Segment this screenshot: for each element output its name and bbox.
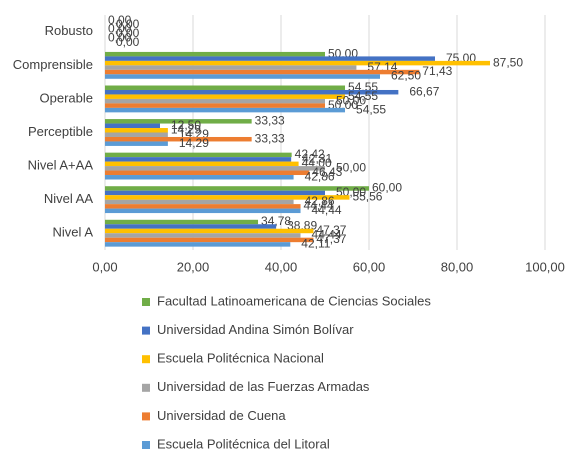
y-tick-label: Perceptible <box>28 124 93 139</box>
x-tick-label: 20,00 <box>177 259 210 274</box>
legend-label: Escuela Politécnica Nacional <box>157 351 324 366</box>
value-label: 42,11 <box>301 237 330 251</box>
bar <box>105 60 490 66</box>
x-tick-label: 0,00 <box>92 259 117 274</box>
value-label: 42,31 <box>302 152 332 166</box>
legend-swatch <box>142 383 150 392</box>
bar <box>105 94 346 99</box>
bar <box>105 208 301 214</box>
bar <box>105 85 346 90</box>
bar <box>105 89 399 95</box>
value-label: 50,00 <box>336 93 366 107</box>
value-label: 14,29 <box>171 122 201 136</box>
value-label: 71,43 <box>422 64 452 78</box>
bar <box>105 65 357 70</box>
bar <box>105 123 160 129</box>
legend-label: Facultad Latinoamericana de Ciencias Soc… <box>157 293 431 308</box>
value-label: 0,00 <box>116 35 140 49</box>
value-label: 47,37 <box>316 223 346 237</box>
legend-label: Escuela Politécnica del Litoral <box>157 436 330 451</box>
y-tick-label: Nivel A <box>53 225 94 240</box>
bar <box>105 152 292 158</box>
bar <box>105 233 301 238</box>
value-label: 42,86 <box>305 169 335 183</box>
bar <box>105 161 299 167</box>
value-label: 0,00 <box>108 31 132 45</box>
value-label: 62,50 <box>391 69 421 83</box>
bar <box>105 107 346 113</box>
x-tick-label: 60,00 <box>353 259 386 274</box>
value-label: 50,00 <box>336 160 366 174</box>
value-label: 0,00 <box>108 13 132 27</box>
bar <box>105 175 294 180</box>
x-tick-label: 100,00 <box>525 259 565 274</box>
bar <box>105 199 294 205</box>
y-tick-label: Comprensible <box>13 57 93 72</box>
value-label: 0,00 <box>116 26 140 40</box>
value-label: 60,00 <box>372 181 402 195</box>
bar <box>105 74 380 79</box>
y-tick-label: Nivel AA <box>44 191 93 206</box>
value-label: 33,33 <box>255 131 285 145</box>
legend-swatch <box>142 355 150 364</box>
legend-label: Universidad de Cuena <box>157 408 286 423</box>
value-label: 54,55 <box>356 102 386 116</box>
bar <box>105 186 369 191</box>
x-tick-label: 40,00 <box>265 259 298 274</box>
value-label: 14,29 <box>179 136 209 150</box>
bar <box>105 51 325 57</box>
bar <box>105 190 325 196</box>
bar <box>105 136 252 142</box>
bar <box>105 56 435 61</box>
bar <box>105 69 420 75</box>
bar <box>105 195 350 200</box>
value-label: 44,44 <box>312 228 342 242</box>
value-label: 0,00 <box>116 17 140 31</box>
value-label: 87,50 <box>493 55 523 69</box>
value-label: 44,44 <box>312 203 342 217</box>
value-label: 46,43 <box>312 165 342 179</box>
value-label: 54,55 <box>348 89 378 103</box>
bar <box>105 98 325 104</box>
value-label: 42,42 <box>295 147 325 161</box>
legend-swatch <box>142 326 150 335</box>
legend-swatch <box>142 298 150 306</box>
y-tick-label: Robusto <box>45 23 93 38</box>
value-label: 33,33 <box>255 113 285 127</box>
bar <box>105 157 292 162</box>
value-label: 12,50 <box>171 118 201 132</box>
bar <box>105 242 291 247</box>
y-tick-label: Operable <box>40 90 93 105</box>
bar <box>105 119 252 124</box>
bar <box>105 128 168 133</box>
y-tick-label: Nivel A+AA <box>28 158 94 173</box>
bar <box>105 228 314 234</box>
value-label: 66,67 <box>409 84 439 98</box>
bar <box>105 237 314 243</box>
bar <box>105 141 168 146</box>
value-label: 55,56 <box>352 190 382 204</box>
bar <box>105 219 259 225</box>
bar <box>105 204 301 209</box>
legend-label: Universidad de las Fuerzas Armadas <box>157 379 370 394</box>
bar <box>105 103 325 108</box>
value-label: 0,00 <box>108 22 132 36</box>
bar <box>105 224 277 229</box>
legend-swatch <box>142 412 150 421</box>
legend-label: Universidad Andina Simón Bolívar <box>157 322 354 337</box>
value-label: 44,44 <box>304 199 334 213</box>
value-label: 42,86 <box>305 194 335 208</box>
legend-swatch <box>142 441 150 449</box>
value-label: 47,37 <box>316 232 346 246</box>
bar <box>105 166 325 171</box>
x-tick-label: 80,00 <box>441 259 474 274</box>
bar <box>105 170 310 176</box>
bar <box>105 132 168 137</box>
